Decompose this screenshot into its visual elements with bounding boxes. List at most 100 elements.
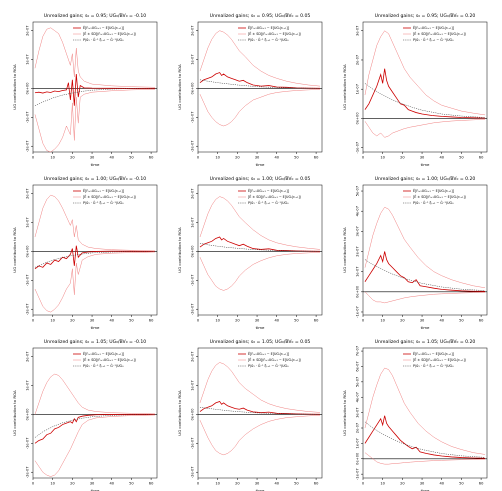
y-axis-label: UG contribution to ROA (177, 227, 182, 273)
legend: Ê[r̃ₜ₊₁UGₜ₊₁ − E[UGₜ|rₜ₊₁]][Ê ± SD](r̃ₜ₊… (403, 25, 466, 42)
panel-title: Unrealized gains; s₀ = 1.05; UG₀/BV₀ = 0… (375, 339, 476, 345)
x-axis-label: time (91, 162, 100, 167)
series-ref (364, 259, 486, 291)
legend-entry: [Ê ± SD](r̃ₜ₊₁UGₜ₊₁ − E[UGₜ|rₜ₊₁]) (248, 194, 301, 199)
legend: Ê[r̃ₜ₊₁UGₜ₊₁ − E[UGₜ|rₜ₊₁]][Ê ± SD](r̃ₜ₊… (73, 25, 136, 42)
y-tick-label: 1e-07 (191, 380, 195, 390)
x-tick-label: 0 (32, 319, 35, 323)
series-lower (364, 291, 486, 304)
series-upper (34, 373, 156, 415)
panel-title: Unrealized gains; s₀ = 0.95; UG₀/BV₀ = 0… (375, 13, 476, 19)
y-tick-label: 1e-07 (26, 217, 30, 227)
series-lower (34, 414, 156, 477)
legend-entry: [Ê ± SD](r̃ₜ₊₁UGₜ₊₁ − E[UGₜ|rₜ₊₁]) (413, 357, 466, 362)
x-axis-label: time (421, 325, 430, 330)
legend-entry: Ê[r̃ₜ₊₁UGₜ₊₁ − E[UGₜ|rₜ₊₁]] (83, 25, 124, 30)
series-ref (364, 421, 486, 458)
legend: Ê[r̃ₜ₊₁UGₜ₊₁ − E[UGₜ|rₜ₊₁]][Ê ± SD](r̃ₜ₊… (73, 351, 136, 368)
x-tick-label: 0 (362, 156, 365, 160)
series-mean (199, 400, 321, 415)
legend-entry: Ê[r̃ₜ₊₁UGₜ₊₁ − E[UGₜ|rₜ₊₁]] (83, 351, 124, 356)
y-axis-label: UG contribution to ROA (177, 390, 182, 436)
series-ref (34, 414, 156, 438)
legend-entry: P(0₁ · Ĝ⁻¹ ξₜ₊₁ − Ĝ⁻¹)UG₀ (248, 363, 289, 368)
panel-title: Unrealized gains; s₀ = 1.00; UG₀/BV₀ = 0… (375, 176, 476, 182)
plot-frame (197, 184, 323, 316)
x-tick-label: 40 (439, 319, 444, 323)
x-tick-label: 0 (362, 319, 365, 323)
x-tick-label: 40 (439, 156, 444, 160)
x-tick-label: 60 (479, 156, 484, 160)
series-mean (199, 236, 321, 252)
y-tick-label: 1e-07 (356, 266, 360, 276)
y-tick-label: 3e-07 (356, 26, 360, 36)
legend-entry: P(0₁ · Ĝ⁻¹ ξₜ₊₁ − Ĝ⁻¹)UG₀ (83, 363, 124, 368)
x-tick-label: 50 (459, 156, 464, 160)
y-tick-label: 1e-07 (191, 54, 195, 64)
y-tick-label: -1e-07 (356, 468, 360, 480)
y-axis-label: UG contribution to ROA (12, 227, 17, 273)
x-tick-label: 40 (439, 482, 444, 486)
series-lower (199, 252, 321, 291)
series-lower (34, 251, 156, 313)
x-tick-label: 10 (380, 482, 385, 486)
y-tick-label: 1e-07 (26, 54, 30, 64)
plot-frame (362, 184, 488, 316)
panel-4: Unrealized gains; s₀ = 1.00; UG₀/BV₀ = -… (12, 176, 158, 330)
x-tick-label: 10 (380, 156, 385, 160)
panel-title: Unrealized gains; s₀ = 0.95; UG₀/BV₀ = -… (44, 13, 146, 19)
x-axis-label: time (91, 488, 100, 491)
legend-entry: Ê[r̃ₜ₊₁UGₜ₊₁ − E[UGₜ|rₜ₊₁]] (413, 188, 454, 193)
x-tick-label: 20 (70, 482, 75, 486)
x-tick-label: 20 (235, 156, 240, 160)
legend-entry: Ê[r̃ₜ₊₁UGₜ₊₁ − E[UGₜ|rₜ₊₁]] (83, 188, 124, 193)
x-tick-label: 40 (109, 156, 114, 160)
legend-entry: P(0₁ · Ĝ⁻¹ ξₜ₊₁ − Ĝ⁻¹)UG₀ (413, 200, 454, 205)
series-ref (34, 88, 156, 107)
plot-frame (197, 21, 323, 153)
series-mean (364, 415, 486, 459)
y-tick-label: -1e-07 (356, 306, 360, 318)
series-mean (34, 73, 156, 106)
legend-entry: [Ê ± SD](r̃ₜ₊₁UGₜ₊₁ − E[UGₜ|rₜ₊₁]) (83, 357, 136, 362)
x-tick-label: 0 (197, 319, 200, 323)
panel-title: Unrealized gains; s₀ = 1.05; UG₀/BV₀ = 0… (210, 339, 311, 345)
legend-entry: [Ê ± SD](r̃ₜ₊₁UGₜ₊₁ − E[UGₜ|rₜ₊₁]) (248, 357, 301, 362)
series-upper (364, 206, 486, 289)
x-tick-label: 30 (255, 482, 260, 486)
y-tick-label: 0e+00 (356, 285, 360, 298)
y-tick-label: 6e-07 (356, 361, 360, 371)
panel-title: Unrealized gains; s₀ = 0.95; UG₀/BV₀ = 0… (210, 13, 311, 19)
series-upper (34, 194, 156, 252)
panel-6: Unrealized gains; s₀ = 1.00; UG₀/BV₀ = 0… (342, 176, 488, 330)
plot-frame (32, 21, 158, 153)
x-tick-label: 50 (129, 319, 134, 323)
x-axis-label: time (256, 162, 265, 167)
y-tick-label: 1e-07 (356, 84, 360, 94)
series-ref (34, 251, 156, 268)
panel-5: Unrealized gains; s₀ = 1.00; UG₀/BV₀ = 0… (177, 176, 323, 330)
y-axis-label: UG contribution to ROA (12, 64, 17, 110)
x-tick-label: 10 (215, 482, 220, 486)
x-tick-label: 60 (314, 319, 319, 323)
y-tick-label: 0e+00 (191, 408, 195, 421)
x-tick-label: 20 (400, 156, 405, 160)
x-tick-label: 50 (459, 319, 464, 323)
y-tick-label: 2e-07 (26, 188, 30, 198)
y-tick-label: 0e+00 (26, 82, 30, 95)
panel-1: Unrealized gains; s₀ = 0.95; UG₀/BV₀ = -… (12, 13, 158, 167)
x-tick-label: 20 (235, 482, 240, 486)
y-tick-label: 2e-07 (191, 25, 195, 35)
x-tick-label: 50 (294, 319, 299, 323)
panel-7: Unrealized gains; s₀ = 1.05; UG₀/BV₀ = -… (12, 339, 158, 491)
legend-entry: Ê[r̃ₜ₊₁UGₜ₊₁ − E[UGₜ|rₜ₊₁]] (248, 25, 289, 30)
legend-entry: Ê[r̃ₜ₊₁UGₜ₊₁ − E[UGₜ|rₜ₊₁]] (248, 351, 289, 356)
legend: Ê[r̃ₜ₊₁UGₜ₊₁ − E[UGₜ|rₜ₊₁]][Ê ± SD](r̃ₜ₊… (403, 351, 466, 368)
x-tick-label: 50 (129, 482, 134, 486)
legend-entry: Ê[r̃ₜ₊₁UGₜ₊₁ − E[UGₜ|rₜ₊₁]] (413, 351, 454, 356)
series-mean (364, 68, 486, 119)
plot-frame (32, 347, 158, 479)
legend-entry: P(0₁ · Ĝ⁻¹ ξₜ₊₁ − Ĝ⁻¹)UG₀ (83, 200, 124, 205)
y-tick-label: 1e-07 (26, 380, 30, 390)
x-tick-label: 10 (50, 319, 55, 323)
